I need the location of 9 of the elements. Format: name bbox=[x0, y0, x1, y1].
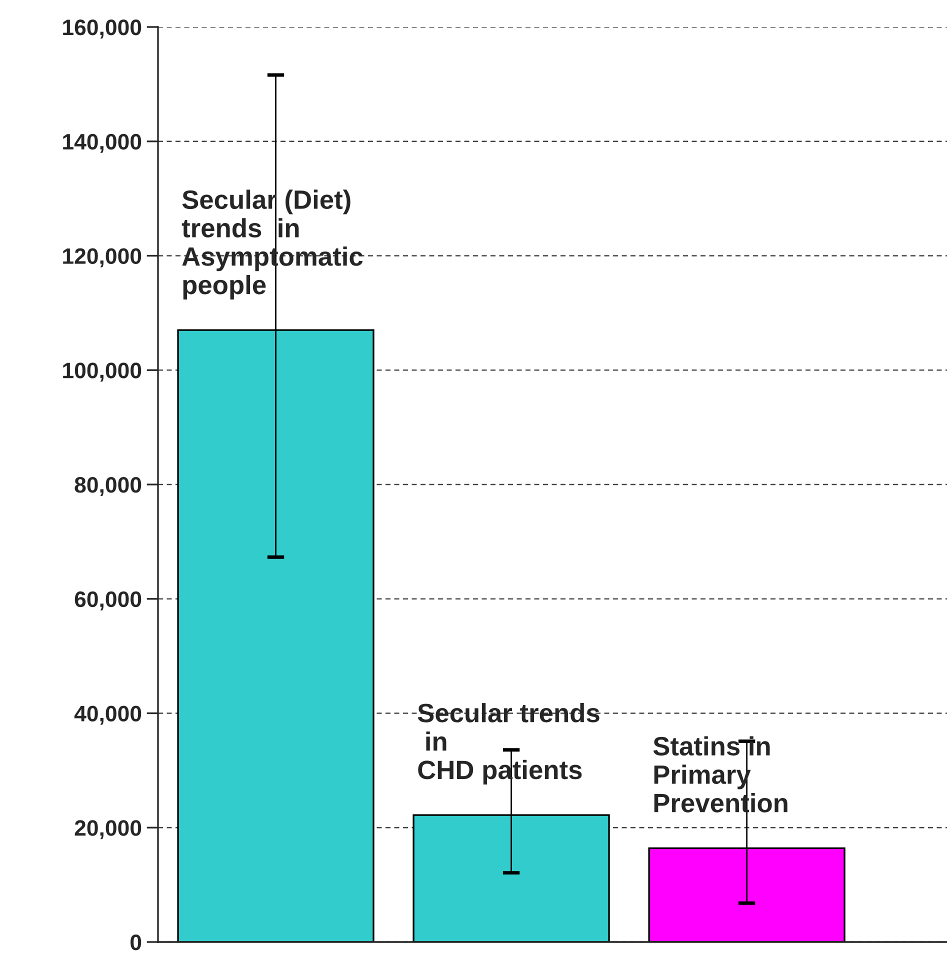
y-tick-label: 160,000 bbox=[63, 20, 142, 38]
y-tick-label: 120,000 bbox=[63, 248, 142, 268]
y-tick-label: 100,000 bbox=[63, 362, 142, 382]
y-tick-label: 20,000 bbox=[74, 820, 142, 840]
y-tick-label: 40,000 bbox=[74, 706, 142, 725]
y-tick-label: 80,000 bbox=[74, 477, 142, 496]
y-tick-label: 140,000 bbox=[63, 134, 142, 153]
y-tick-label: 60,000 bbox=[74, 591, 142, 610]
y-tick-label: 0 bbox=[130, 934, 142, 950]
